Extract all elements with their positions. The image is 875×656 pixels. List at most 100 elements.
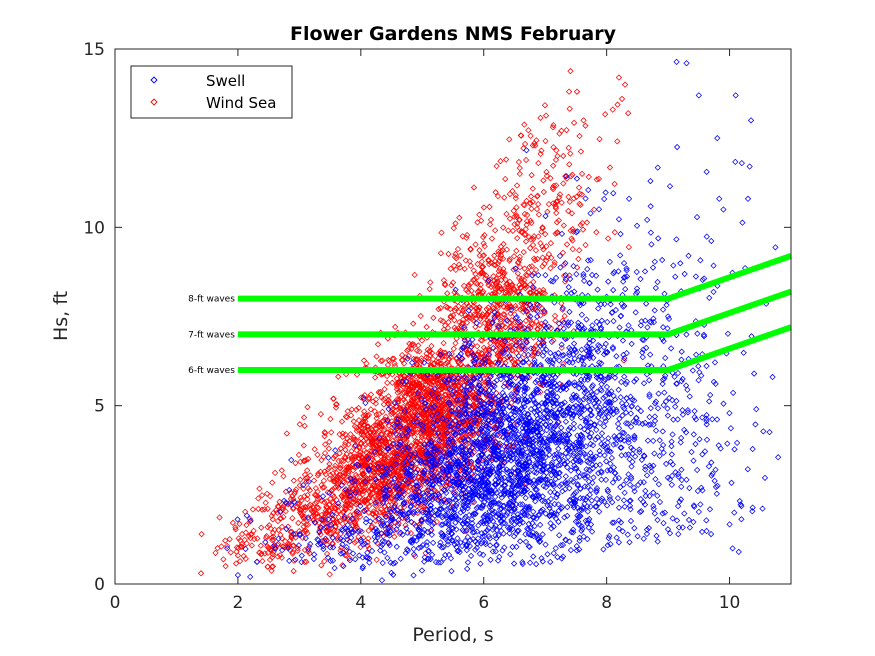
data-point-wind-sea	[492, 262, 499, 269]
data-point-wind-sea	[477, 397, 484, 404]
data-point-wind-sea	[337, 465, 344, 472]
data-point-wind-sea	[317, 531, 324, 538]
data-point-wind-sea	[497, 345, 504, 352]
data-point-wind-sea	[249, 506, 257, 513]
data-point-wind-sea	[410, 320, 417, 327]
data-point-wind-sea	[408, 345, 415, 352]
data-point-wind-sea	[475, 304, 483, 311]
data-point-wind-sea	[273, 506, 280, 514]
data-point-wind-sea	[304, 521, 312, 528]
data-point-wind-sea	[444, 324, 452, 331]
data-point-wind-sea	[280, 513, 287, 521]
data-point-wind-sea	[326, 507, 334, 514]
data-point-wind-sea	[404, 387, 412, 394]
data-point-wind-sea	[347, 431, 354, 438]
data-point-wind-sea	[568, 235, 575, 242]
data-point-wind-sea	[457, 252, 464, 259]
data-point-wind-sea	[418, 507, 426, 514]
data-point-wind-sea	[362, 414, 369, 422]
data-point-wind-sea	[520, 145, 527, 152]
data-point-wind-sea	[429, 419, 436, 427]
data-point-wind-sea	[521, 202, 528, 209]
data-point-wind-sea	[503, 210, 510, 218]
data-point-wind-sea	[321, 558, 328, 565]
data-point-wind-sea	[392, 450, 399, 457]
data-point-wind-sea	[441, 391, 448, 399]
data-point-wind-sea	[303, 474, 311, 481]
data-point-wind-sea	[504, 354, 511, 361]
data-point-wind-sea	[340, 515, 348, 522]
data-point-wind-sea	[516, 256, 523, 263]
data-point-wind-sea	[402, 387, 410, 395]
data-point-wind-sea	[290, 477, 297, 484]
data-point-wind-sea	[393, 385, 401, 393]
data-point-wind-sea	[323, 527, 330, 534]
data-point-wind-sea	[394, 468, 401, 475]
data-point-wind-sea	[535, 339, 542, 347]
data-point-wind-sea	[480, 288, 487, 295]
data-point-wind-sea	[335, 373, 342, 380]
data-point-wind-sea	[420, 412, 427, 420]
data-point-wind-sea	[560, 261, 568, 268]
data-point-wind-sea	[314, 488, 321, 495]
data-point-wind-sea	[412, 356, 419, 363]
data-point-wind-sea	[399, 434, 407, 441]
data-point-wind-sea	[472, 323, 479, 330]
data-point-wind-sea	[520, 248, 527, 256]
data-point-wind-sea	[614, 101, 621, 108]
data-point-wind-sea	[413, 347, 421, 354]
data-point-wind-sea	[522, 238, 530, 245]
data-point-wind-sea	[433, 518, 440, 526]
data-point-wind-sea	[541, 102, 549, 109]
data-point-wind-sea	[483, 325, 491, 332]
data-point-wind-sea	[395, 395, 403, 403]
data-point-wind-sea	[412, 553, 419, 560]
data-point-wind-sea	[357, 452, 364, 459]
data-point-wind-sea	[486, 203, 493, 210]
data-point-wind-sea	[435, 390, 442, 398]
data-point-wind-sea	[438, 360, 445, 367]
data-point-wind-sea	[336, 471, 344, 478]
data-point-wind-sea	[362, 418, 369, 425]
data-point-wind-sea	[404, 382, 411, 389]
data-point-wind-sea	[374, 449, 381, 457]
data-point-wind-sea	[458, 310, 465, 317]
data-point-wind-sea	[345, 441, 352, 448]
data-point-wind-sea	[453, 354, 460, 362]
data-point-wind-sea	[383, 372, 391, 380]
data-point-wind-sea	[391, 449, 398, 457]
data-point-wind-sea	[445, 319, 452, 326]
data-point-wind-sea	[485, 282, 492, 289]
data-point-wind-sea	[387, 487, 394, 494]
data-point-wind-sea	[411, 271, 418, 279]
data-point-wind-sea	[361, 497, 369, 504]
data-point-wind-sea	[537, 114, 544, 121]
data-point-wind-sea	[353, 537, 360, 545]
data-point-wind-sea	[386, 430, 394, 437]
data-point-wind-sea	[512, 302, 519, 310]
data-point-wind-sea	[438, 229, 445, 236]
data-point-wind-sea	[485, 308, 492, 316]
data-point-wind-sea	[426, 432, 434, 439]
data-point-wind-sea	[347, 504, 354, 512]
data-point-wind-sea	[579, 220, 586, 227]
data-point-wind-sea	[268, 563, 276, 570]
data-point-wind-sea	[342, 439, 349, 446]
data-point-wind-sea	[441, 280, 449, 288]
data-point-wind-sea	[463, 378, 471, 385]
data-point-wind-sea	[336, 518, 343, 525]
data-point-wind-sea	[472, 355, 479, 362]
data-point-wind-sea	[448, 350, 455, 357]
data-point-wind-sea	[305, 484, 312, 492]
data-point-wind-sea	[593, 229, 600, 236]
data-point-wind-sea	[439, 402, 447, 409]
data-point-wind-sea	[401, 457, 408, 465]
data-point-wind-sea	[357, 440, 365, 448]
data-point-wind-sea	[359, 471, 367, 478]
data-point-wind-sea	[476, 252, 483, 259]
data-point-wind-sea	[382, 478, 390, 485]
data-point-wind-sea	[438, 378, 446, 386]
data-point-wind-sea	[343, 488, 351, 495]
data-point-wind-sea	[384, 416, 391, 423]
data-point-wind-sea	[468, 349, 475, 356]
